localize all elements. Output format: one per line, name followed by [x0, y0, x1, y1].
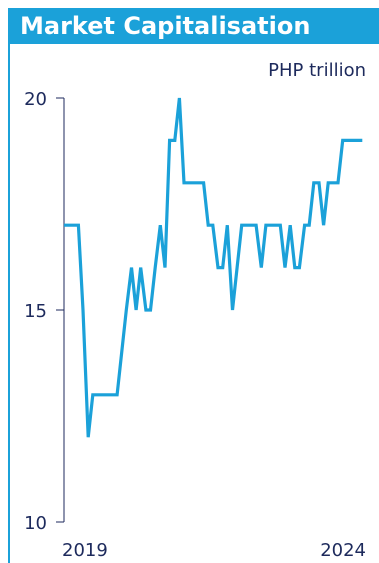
x-tick-label-2019: 2019: [62, 540, 108, 561]
unit-label: PHP trillion: [268, 60, 366, 81]
series-line-0: [64, 97, 363, 438]
x-tick-label-2024: 2024: [320, 540, 366, 561]
chart-title: Market Capitalisation: [20, 12, 311, 40]
left-rule: [8, 44, 10, 563]
y-tick-label-20: 20: [24, 89, 47, 110]
y-tick-label-10: 10: [24, 513, 47, 534]
y-tick-label-15: 15: [24, 301, 47, 322]
title-bar: Market Capitalisation: [8, 8, 379, 44]
